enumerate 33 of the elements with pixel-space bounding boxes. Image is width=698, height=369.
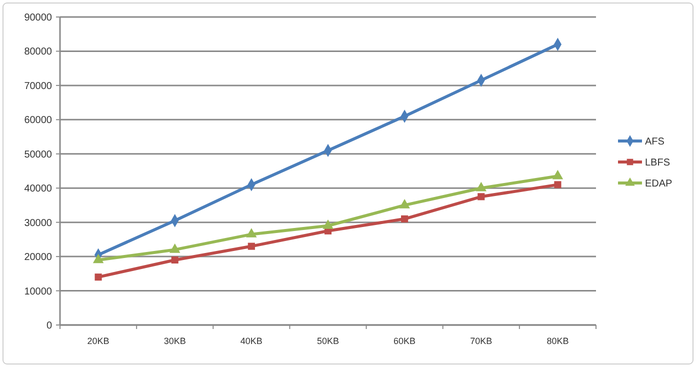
point <box>169 244 180 253</box>
y-tick-label: 50000 <box>24 149 52 160</box>
point <box>554 181 562 188</box>
point <box>248 242 255 250</box>
y-tick-label: 30000 <box>24 218 52 229</box>
x-tick-label: 30KB <box>164 336 186 346</box>
point <box>246 228 257 238</box>
point <box>322 220 334 229</box>
x-tick-label: 60KB <box>394 336 416 346</box>
y-tick-label: 0 <box>46 320 52 332</box>
legend-label: AFS <box>645 136 665 148</box>
point <box>399 199 410 208</box>
x-tick-label: 40KB <box>240 336 262 346</box>
y-tick-label: 20000 <box>24 252 52 264</box>
point <box>552 170 564 180</box>
y-tick-label: 60000 <box>24 115 52 126</box>
y-tick-label: 90000 <box>24 12 52 24</box>
point <box>401 215 408 222</box>
legend-label: EDAP <box>645 178 673 190</box>
point <box>476 182 487 192</box>
x-tick-label: 20KB <box>87 336 110 346</box>
legend-label: LBFS <box>645 158 670 168</box>
y-tick-label: 40000 <box>24 184 52 195</box>
point <box>94 274 102 281</box>
x-tick-label: 80KB <box>546 336 569 346</box>
y-tick-label: 10000 <box>24 286 52 298</box>
point <box>92 254 104 264</box>
y-tick-label: 70000 <box>24 80 52 92</box>
x-tick-label: 50KB <box>316 336 340 346</box>
point <box>171 256 178 264</box>
point <box>478 193 485 200</box>
x-tick-label: 70KB <box>470 336 492 346</box>
y-tick-label: 80000 <box>24 46 52 58</box>
